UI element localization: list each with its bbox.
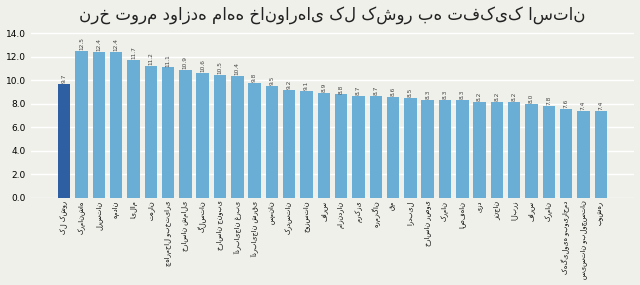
Bar — [266, 86, 278, 198]
Bar — [595, 111, 607, 198]
Text: 7.8: 7.8 — [547, 96, 551, 105]
Text: 7.4: 7.4 — [598, 101, 604, 110]
Bar — [508, 101, 520, 198]
Text: 8.0: 8.0 — [529, 93, 534, 103]
Text: 8.7: 8.7 — [373, 85, 378, 95]
Text: 8.2: 8.2 — [512, 91, 516, 101]
Text: 7.4: 7.4 — [581, 101, 586, 110]
Text: 8.8: 8.8 — [339, 84, 344, 93]
Text: 11.7: 11.7 — [131, 47, 136, 60]
Text: 11.2: 11.2 — [148, 52, 153, 65]
Text: 10.9: 10.9 — [183, 56, 188, 69]
Text: 9.5: 9.5 — [269, 76, 275, 85]
Bar — [335, 95, 348, 198]
Text: 12.4: 12.4 — [97, 38, 101, 51]
Text: 10.5: 10.5 — [218, 61, 223, 74]
Text: 9.7: 9.7 — [61, 74, 67, 83]
Bar — [231, 76, 244, 198]
Bar — [560, 109, 572, 198]
Bar — [214, 74, 226, 198]
Bar — [543, 106, 555, 198]
Bar — [93, 52, 105, 198]
Text: 10.6: 10.6 — [200, 60, 205, 72]
Text: 9.1: 9.1 — [304, 81, 309, 90]
Bar — [456, 100, 468, 198]
Bar — [491, 101, 503, 198]
Text: 8.3: 8.3 — [442, 90, 447, 99]
Bar — [76, 51, 88, 198]
Bar — [352, 96, 365, 198]
Bar — [179, 70, 191, 198]
Text: 8.2: 8.2 — [477, 91, 482, 101]
Text: 8.5: 8.5 — [408, 88, 413, 97]
Text: 9.2: 9.2 — [287, 80, 292, 89]
Bar — [127, 60, 140, 198]
Text: 7.6: 7.6 — [564, 98, 569, 108]
Bar — [317, 93, 330, 198]
Bar — [422, 100, 434, 198]
Bar — [525, 104, 538, 198]
Bar — [404, 98, 417, 198]
Bar — [300, 91, 313, 198]
Text: 8.3: 8.3 — [460, 90, 465, 99]
Text: 11.1: 11.1 — [166, 54, 171, 66]
Bar — [577, 111, 589, 198]
Text: 12.5: 12.5 — [79, 37, 84, 50]
Bar — [248, 83, 261, 198]
Title: نرخ تورم دوازده ماهه خانوارهای کل کشور به تفکیک استان: نرخ تورم دوازده ماهه خانوارهای کل کشور ب… — [79, 5, 586, 24]
Bar — [110, 52, 122, 198]
Bar — [439, 100, 451, 198]
Bar — [387, 97, 399, 198]
Bar — [283, 90, 296, 198]
Bar — [145, 66, 157, 198]
Bar — [196, 73, 209, 198]
Text: 8.9: 8.9 — [321, 83, 326, 92]
Text: 8.7: 8.7 — [356, 85, 361, 95]
Bar — [369, 96, 382, 198]
Text: 8.6: 8.6 — [390, 87, 396, 96]
Text: 10.4: 10.4 — [235, 62, 240, 75]
Text: 8.2: 8.2 — [495, 91, 499, 101]
Text: 9.8: 9.8 — [252, 72, 257, 82]
Text: 8.3: 8.3 — [425, 90, 430, 99]
Bar — [474, 101, 486, 198]
Text: 12.4: 12.4 — [114, 38, 118, 51]
Bar — [58, 84, 70, 198]
Bar — [162, 68, 174, 198]
